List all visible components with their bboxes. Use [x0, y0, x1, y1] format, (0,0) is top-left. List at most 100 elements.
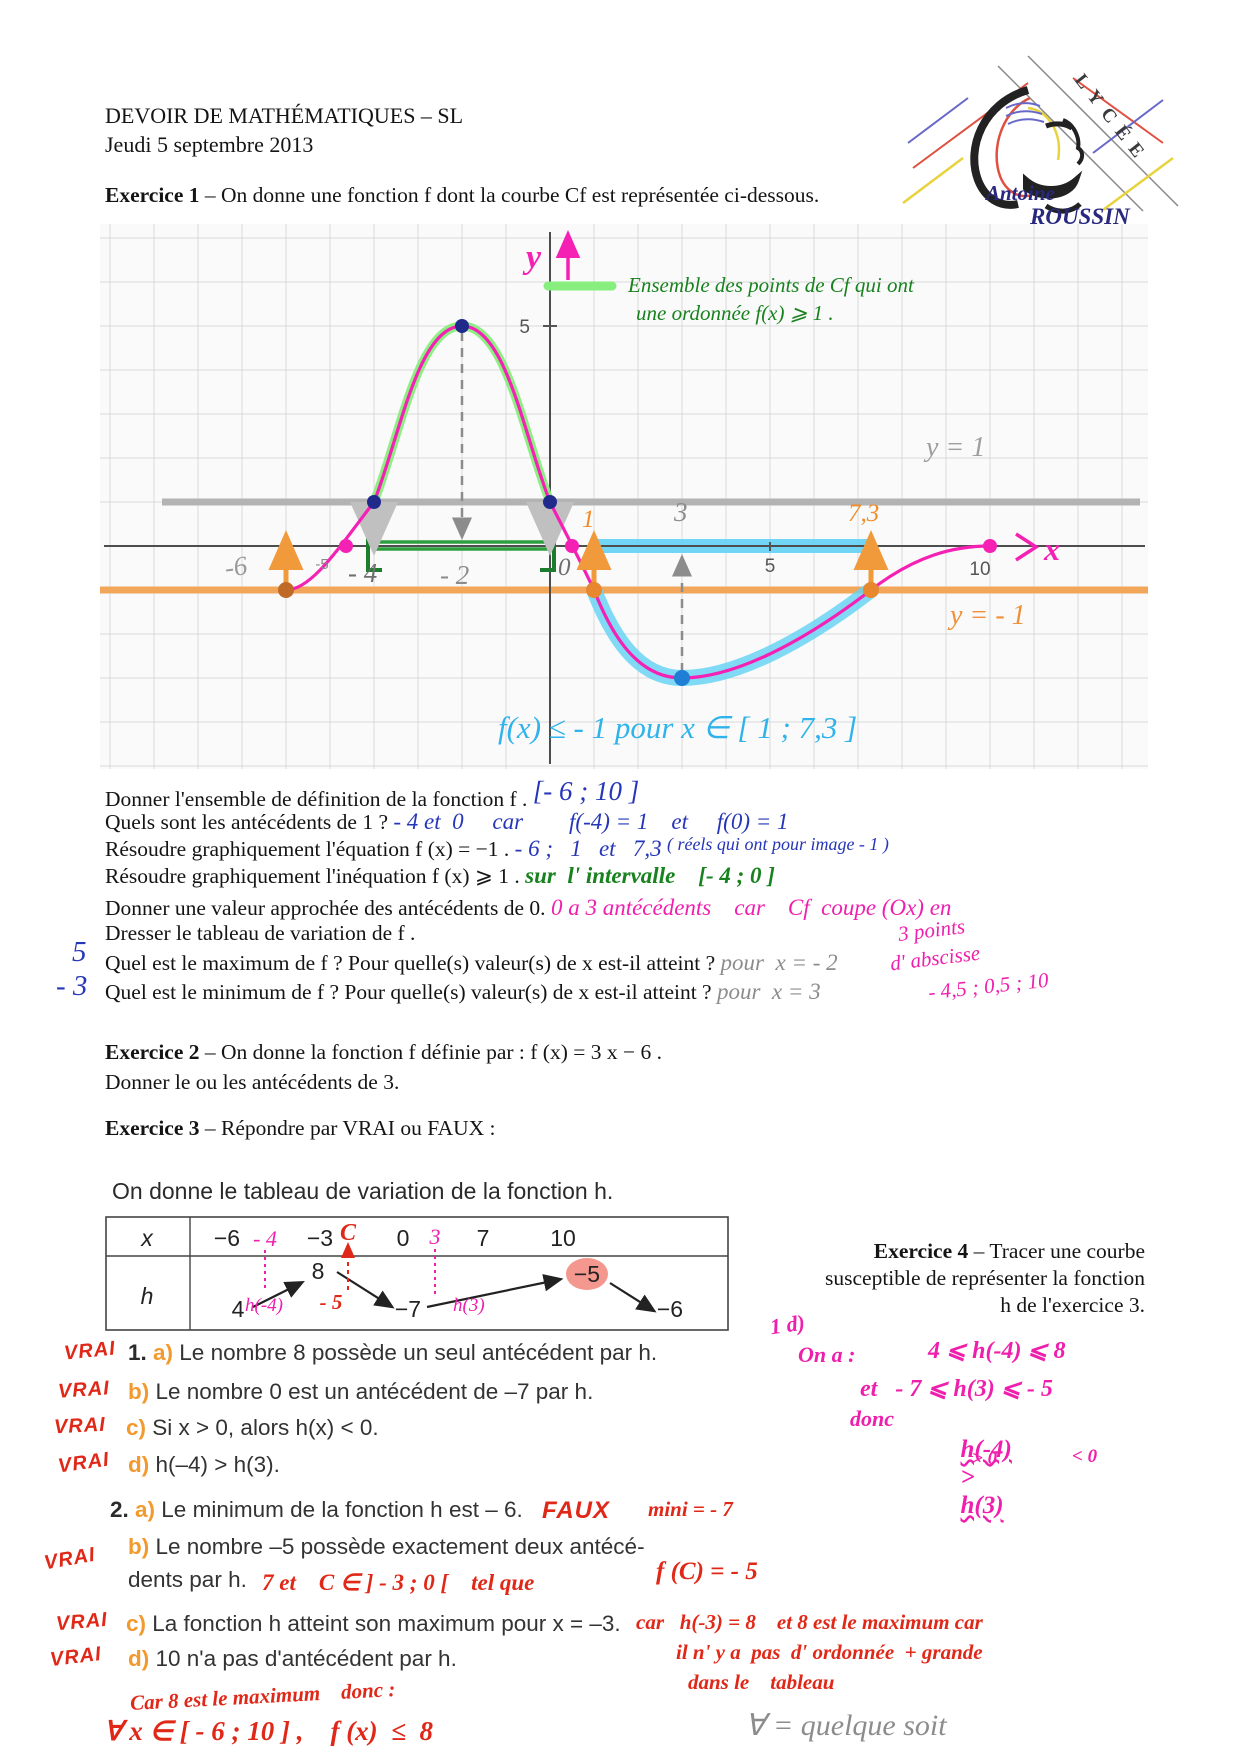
question-6-text: Dresser le tableau de variation de f .	[105, 921, 416, 945]
x-value: 10	[550, 1225, 576, 1251]
table-h-label: h	[141, 1283, 154, 1309]
hw-zero: 0	[558, 554, 571, 581]
item-text: La fonction h atteint son maximum pour x…	[152, 1611, 621, 1636]
hw-three: 3	[673, 497, 688, 527]
answer-3-parenthetical: ( réels qui ont pour image - 1 )	[666, 834, 889, 854]
function-graph: 5 -5 5 10 -6 - 4 - 2 0 1 3 7,3 y = 1 y =…	[100, 224, 1148, 769]
exercise2-text: – On donne la fonction f définie par : f…	[199, 1040, 663, 1064]
gray-note-forall: ∀ = quelque soit	[745, 1709, 947, 1742]
item-text: Si x > 0, alors h(x) < 0.	[152, 1415, 379, 1440]
verdict-2a-faux: FAUX	[542, 1497, 611, 1524]
pink-note-conclusion: h(-4) > h(3)	[948, 1408, 1012, 1520]
table-x-row: x −6 −3 0 7 10	[140, 1225, 576, 1251]
point-minimum	[674, 670, 690, 686]
vf-item-2a: 2. a) Le minimum de la fonction h est – …	[110, 1497, 523, 1523]
item-letter: c)	[126, 1611, 153, 1636]
pink-note-neg: < 0	[1072, 1446, 1098, 1467]
vf-item-1c: c) Si x > 0, alors h(x) < 0.	[126, 1415, 379, 1441]
item-number: 2.	[110, 1497, 136, 1522]
answer-7: pour x = - 2	[720, 950, 838, 975]
h-value: −7	[395, 1296, 421, 1322]
exercise3-label: Exercice 3	[105, 1116, 200, 1140]
exercise3-text: – Répondre par VRAI ou FAUX :	[199, 1116, 496, 1140]
red-note-2b: 7 et C ∈ ] - 3 ; 0 [ tel que	[262, 1570, 535, 1595]
table-border	[105, 1216, 729, 1331]
tick-x-minus5: -5	[315, 556, 328, 573]
verdict-1d: VRAI	[56, 1448, 112, 1478]
red-note-mini: mini = - 7	[648, 1497, 733, 1521]
hw-label-y1: y = 1	[923, 432, 985, 463]
h-value: −6	[657, 1296, 683, 1322]
hw-label-yminus1: y = - 1	[947, 600, 1026, 631]
question-3: Résoudre graphiquement l'équation f (x) …	[105, 834, 889, 862]
question-7: Quel est le maximum de f ? Pour quelle(s…	[105, 950, 838, 976]
question-2: Quels sont les antécédents de 1 ? - 4 et…	[105, 809, 789, 835]
item-letter: d)	[128, 1452, 156, 1477]
school-logo: LYCÉE Antoine ROUSSIN	[902, 55, 1179, 229]
exercise2-label: Exercice 2	[105, 1040, 200, 1064]
point-0-1	[543, 495, 557, 509]
exercise1-text: – On donne une fonction f dont la courbe…	[199, 183, 820, 207]
point-minus4-1	[367, 495, 381, 509]
minus5-highlight	[566, 1258, 608, 1290]
item-letter: d)	[128, 1646, 156, 1671]
page-title: DEVOIR DE MATHÉMATIQUES – SL	[105, 103, 464, 128]
question-7-text: Quel est le maximum de f ? Pour quelle(s…	[105, 951, 716, 975]
arrow-down-icon	[336, 1271, 395, 1309]
point-right-end	[983, 539, 997, 553]
x-value: −6	[214, 1225, 240, 1251]
point-zero-right	[565, 539, 579, 553]
point-73-minus1	[863, 582, 879, 598]
hw-one: 1	[582, 506, 595, 533]
exercise1-label: Exercice 1	[105, 183, 200, 207]
red-note-2b-fc: f (C) = - 5	[656, 1558, 758, 1585]
point-zero-left	[339, 539, 353, 553]
question-1: Donner l'ensemble de définition de la fo…	[105, 776, 639, 813]
margin-answer-max: 5	[72, 936, 87, 968]
item-text: Le nombre 0 est un antécédent de –7 par …	[155, 1379, 594, 1404]
exercise4-line3: h de l'exercice 3.	[1000, 1293, 1145, 1317]
table-handwritten-marks: - 4 C - 5 3 h(-4) h(3)	[245, 1220, 485, 1316]
margin-answer-min: - 3	[56, 970, 88, 1002]
question-5-text: Donner une valeur approchée des antécéde…	[105, 896, 546, 920]
tick-x-5: 5	[765, 556, 776, 577]
vf-item-2c: c) La fonction h atteint son maximum pou…	[126, 1611, 621, 1637]
verdict-2c: VRAI	[55, 1608, 109, 1636]
hw-table-minus4: - 4	[253, 1226, 277, 1251]
hw-minus2: - 2	[440, 560, 469, 590]
item-letter: b)	[128, 1379, 156, 1404]
answer-3: - 6 ; 1 et 7,3	[514, 836, 662, 861]
exercise4-line1: Exercice 4 – Tracer une courbe	[700, 1238, 1145, 1265]
answer-5: 0 a 3 antécédents car Cf coupe (Ox) en	[550, 895, 952, 920]
exercise1-heading: Exercice 1 – On donne une fonction f don…	[105, 183, 819, 208]
point-left-end	[278, 582, 294, 598]
red-note-2c-3: dans le tableau	[688, 1670, 835, 1694]
h-value: 4	[232, 1296, 245, 1322]
hw-inequality-note: f(x) ≤ - 1 pour x ∈ [ 1 ; 7,3 ]	[498, 710, 857, 745]
item-text: 10 n'a pas d'antécédent par h.	[155, 1646, 457, 1671]
pink-gt: >	[960, 1464, 975, 1491]
hw-minus6: -6	[223, 550, 250, 583]
gray-drop-lines	[350, 502, 574, 556]
handwritten-axis-numbers: -6 - 4 - 2 0 1 3 7,3	[223, 497, 880, 590]
curve-cf	[285, 324, 991, 680]
legend-line1: Ensemble des points de Cf qui ont	[627, 273, 915, 297]
hw-table-minus5: - 5	[320, 1290, 343, 1314]
item-letter: c)	[126, 1415, 153, 1440]
vf-item-1b: b) Le nombre 0 est un antécédent de –7 p…	[128, 1379, 593, 1405]
pink-h-minus4: h(-4)	[960, 1436, 1012, 1463]
red-note-2c-2: il n' y a pas d' ordonnée + grande	[676, 1640, 983, 1664]
y-axis-name: y	[522, 239, 542, 276]
x-axis-name: x	[1043, 531, 1060, 567]
x-value: 7	[477, 1225, 490, 1251]
question-1-text: Donner l'ensemble de définition de la fo…	[105, 787, 528, 811]
item-number: 1.	[128, 1340, 154, 1365]
graph-background	[100, 224, 1148, 769]
variation-table: x −6 −3 0 7 10 h 4 8 −7 −5 −6 - 4 C - 5 …	[105, 1216, 729, 1331]
red-note-2c-1: car h(-3) = 8 et 8 est le maximum car	[636, 1610, 983, 1634]
axis-name-labels: y x	[522, 230, 1060, 567]
hw-table-c: C	[340, 1220, 357, 1246]
question-8-text: Quel est le minimum de f ? Pour quelle(s…	[105, 980, 712, 1004]
variation-arrows	[252, 1271, 657, 1313]
pink-note-ineq1: 4 ⩽ h(-4) ⩽ 8	[928, 1338, 1066, 1364]
